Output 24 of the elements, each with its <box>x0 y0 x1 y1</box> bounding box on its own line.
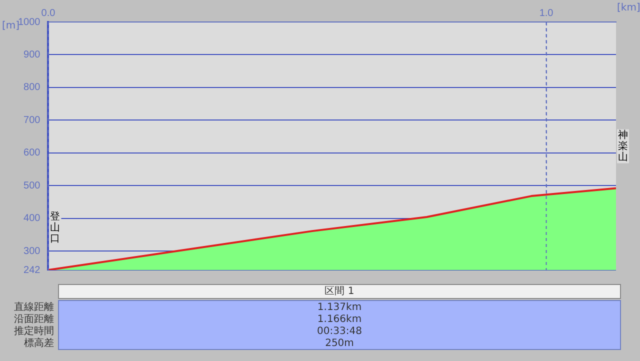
x-axis-title: [km] <box>617 2 640 14</box>
text: 標高差 <box>23 338 54 350</box>
x-tick-label: 0.0 <box>41 8 56 19</box>
text: 沿面距離 <box>13 314 54 326</box>
y-tick-label: 700 <box>24 114 41 126</box>
y-tick-label: 1000 <box>18 16 41 28</box>
annotation: 神楽山 <box>618 128 628 163</box>
y-axis-title: [m] <box>2 20 20 32</box>
y-tick-label: 300 <box>24 246 41 257</box>
x-tick-label: 1.0 <box>539 8 554 19</box>
text: 250m <box>324 338 355 350</box>
text: 直線距離 <box>13 302 54 314</box>
text: 1.166km <box>316 314 363 326</box>
y-tick-label: 500 <box>24 180 41 192</box>
text: 推定時間 <box>13 326 54 338</box>
text: 区間 1 <box>58 284 621 299</box>
y-tick-label: 242 <box>24 264 41 276</box>
y-tick-label: 800 <box>24 82 41 94</box>
y-tick-label: 400 <box>24 213 41 224</box>
text: 00:33:48 <box>316 326 363 338</box>
annotation: 登山口 <box>50 210 60 245</box>
text: 1.137km <box>316 302 363 314</box>
y-tick-label: 600 <box>24 148 41 159</box>
y-tick-label: 900 <box>24 49 41 60</box>
